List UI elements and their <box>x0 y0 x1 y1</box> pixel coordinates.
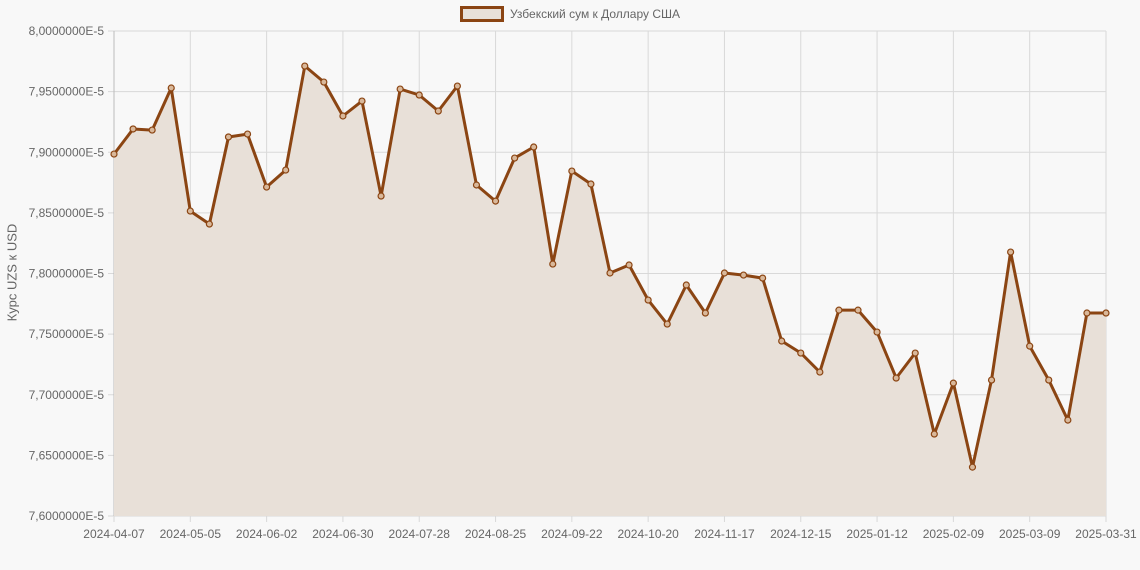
x-tick-label: 2024-05-05 <box>160 527 222 541</box>
data-point[interactable] <box>720 269 729 277</box>
data-point[interactable] <box>491 197 500 205</box>
y-tick-label: 8,0000000E-5 <box>29 24 105 38</box>
data-point[interactable] <box>396 85 404 93</box>
y-tick-label: 7,6500000E-5 <box>29 448 105 462</box>
x-axis-ticks: 2024-04-07 2024-05-05 2024-06-02 2024-06-30… <box>83 527 1137 541</box>
data-point[interactable] <box>606 269 614 277</box>
y-tick-label: 7,8500000E-5 <box>29 206 105 220</box>
chart-legend[interactable]: Узбекский сум к Доллару США <box>0 6 1140 22</box>
data-point[interactable] <box>167 84 175 92</box>
data-point[interactable] <box>434 107 442 115</box>
data-point[interactable] <box>549 260 557 268</box>
x-tick-label: 2024-04-07 <box>83 527 145 541</box>
y-tick-label: 7,8000000E-5 <box>29 267 105 281</box>
data-point[interactable] <box>1007 248 1015 256</box>
data-point[interactable] <box>892 374 900 382</box>
x-tick-label: 2024-08-25 <box>465 527 527 541</box>
data-point[interactable] <box>568 167 576 175</box>
data-point[interactable] <box>472 181 481 189</box>
data-point[interactable] <box>778 337 786 345</box>
y-tick-label: 7,6000000E-5 <box>29 509 105 523</box>
data-point[interactable] <box>625 261 633 269</box>
x-tick-label: 2024-10-20 <box>617 527 679 541</box>
data-point[interactable] <box>1045 376 1053 384</box>
x-tick-label: 2024-07-28 <box>389 527 451 541</box>
data-point[interactable] <box>339 112 347 120</box>
data-point[interactable] <box>282 166 290 174</box>
legend-swatch-icon <box>459 6 504 22</box>
data-point[interactable] <box>949 379 957 387</box>
data-point[interactable] <box>1026 342 1034 350</box>
data-point[interactable] <box>320 78 328 86</box>
x-tick-label: 2024-06-02 <box>236 527 298 541</box>
data-point[interactable] <box>415 91 423 99</box>
data-point[interactable] <box>987 376 996 384</box>
data-point[interactable] <box>587 180 595 188</box>
area-fill <box>114 66 1106 516</box>
data-point[interactable] <box>873 328 881 336</box>
data-point[interactable] <box>911 349 919 357</box>
data-point[interactable] <box>205 220 213 228</box>
data-point[interactable] <box>358 97 366 105</box>
x-tick-label: 2024-09-22 <box>541 527 603 541</box>
data-point[interactable] <box>663 320 671 328</box>
data-point[interactable] <box>110 150 118 158</box>
data-point[interactable] <box>377 192 385 200</box>
y-tick-label: 7,9000000E-5 <box>29 145 105 159</box>
data-point[interactable] <box>1083 309 1091 317</box>
x-tick-label: 2024-12-15 <box>770 527 832 541</box>
data-point[interactable] <box>511 154 519 162</box>
data-point[interactable] <box>644 296 652 304</box>
data-point[interactable] <box>263 183 271 191</box>
x-tick-label: 2024-06-30 <box>312 527 374 541</box>
data-point[interactable] <box>682 281 690 289</box>
data-point[interactable] <box>1064 416 1072 424</box>
data-point[interactable] <box>453 82 461 90</box>
data-point[interactable] <box>224 133 233 141</box>
data-point[interactable] <box>739 271 748 279</box>
data-point[interactable] <box>968 463 977 471</box>
y-tick-label: 7,7000000E-5 <box>29 388 105 402</box>
data-point[interactable] <box>148 126 156 134</box>
data-point[interactable] <box>797 349 805 357</box>
data-point[interactable] <box>759 274 767 282</box>
data-point[interactable] <box>186 207 194 215</box>
x-tick-label: 2025-02-09 <box>923 527 985 541</box>
data-points[interactable] <box>110 62 1110 471</box>
x-tick-label: 2025-03-31 <box>1075 527 1137 541</box>
legend-label: Узбекский сум к Доллару США <box>509 7 681 21</box>
data-point[interactable] <box>930 430 938 438</box>
data-point[interactable] <box>129 125 137 133</box>
data-point[interactable] <box>835 306 843 314</box>
data-point[interactable] <box>301 62 309 70</box>
x-tick-label: 2024-11-17 <box>694 527 755 541</box>
y-tick-label: 7,7500000E-5 <box>29 327 105 341</box>
data-point[interactable] <box>243 130 252 138</box>
data-point[interactable] <box>854 306 862 314</box>
data-point[interactable] <box>1102 309 1110 317</box>
data-point[interactable] <box>701 309 709 317</box>
data-point[interactable] <box>816 368 824 376</box>
x-tick-label: 2025-01-12 <box>846 527 908 541</box>
x-tick-label: 2025-03-09 <box>999 527 1061 541</box>
y-axis-ticks: 8,0000000E-5 7,9500000E-5 7,9000000E-5 7,85… <box>29 24 105 523</box>
y-tick-label: 7,9500000E-5 <box>29 85 105 99</box>
data-point[interactable] <box>530 143 538 151</box>
